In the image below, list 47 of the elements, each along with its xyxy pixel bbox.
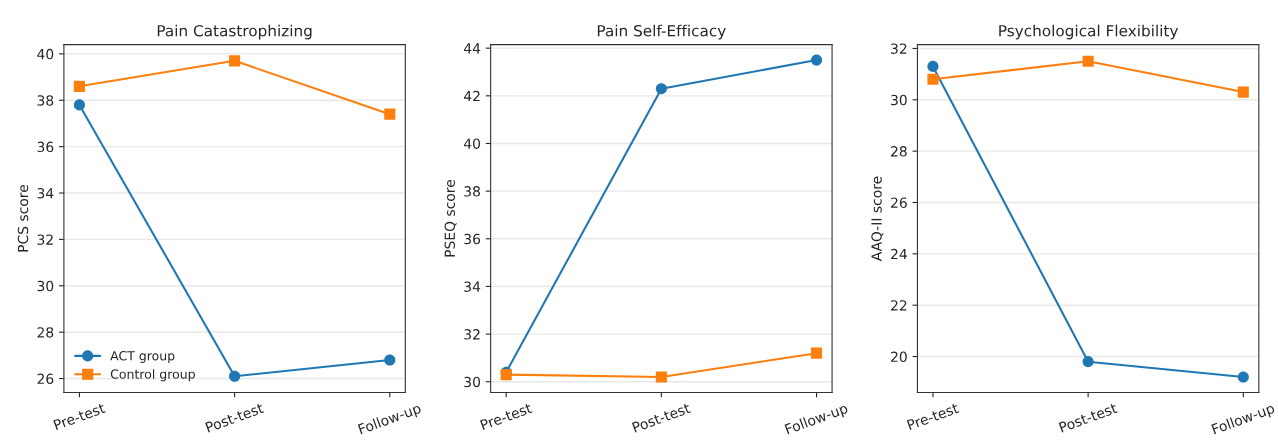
point [1237, 86, 1249, 98]
y-tick-label: 28 [37, 327, 54, 338]
y-tick-label: 32 [37, 234, 53, 245]
y-tick-label: 32 [464, 329, 480, 340]
point [811, 347, 823, 359]
y-tick-label: 30 [37, 280, 54, 292]
y-tick-label: 44 [463, 43, 481, 54]
y-tick-label: 42 [463, 90, 480, 102]
y-tick-label: 20 [891, 351, 907, 363]
y-axis-title: AAQ-II score [871, 176, 884, 262]
y-tick-label: 38 [464, 186, 480, 197]
point [73, 80, 85, 92]
y-axis-title: PCS score [17, 184, 29, 252]
legend-label: ACT group [110, 351, 175, 363]
chart-title: Psychological Flexibility [999, 24, 1179, 40]
y-tick-label: 34 [464, 281, 481, 292]
y-tick-label: 34 [37, 188, 54, 199]
y-tick-label: 36 [464, 233, 481, 245]
point [927, 60, 939, 72]
y-tick-label: 24 [891, 248, 907, 260]
point [927, 73, 939, 85]
y-tick-label: 30 [891, 94, 907, 106]
point [73, 99, 85, 111]
y-axis-title: PSEQ score [444, 179, 457, 257]
point [384, 108, 396, 120]
point [229, 370, 241, 382]
legend-label: Control group [110, 369, 195, 382]
y-tick-label: 22 [891, 300, 907, 311]
y-tick-label: 30 [464, 376, 481, 388]
y-tick-label: 28 [891, 146, 907, 157]
point [229, 55, 241, 67]
y-tick-label: 26 [891, 197, 907, 208]
point [655, 83, 667, 95]
point [811, 54, 823, 66]
point [1082, 55, 1094, 67]
y-tick-label: 38 [37, 95, 54, 106]
y-tick-label: 32 [891, 43, 907, 54]
chart-title: Pain Catastrophizing [157, 24, 312, 40]
y-tick-label: 26 [37, 373, 54, 385]
point [1237, 371, 1249, 383]
y-tick-label: 36 [37, 141, 54, 153]
chart-title: Pain Self-Efficacy [597, 24, 726, 40]
point [384, 354, 396, 366]
y-tick-label: 40 [463, 138, 481, 149]
y-tick-label: 40 [37, 48, 54, 60]
point [655, 371, 667, 383]
point [1082, 356, 1094, 368]
